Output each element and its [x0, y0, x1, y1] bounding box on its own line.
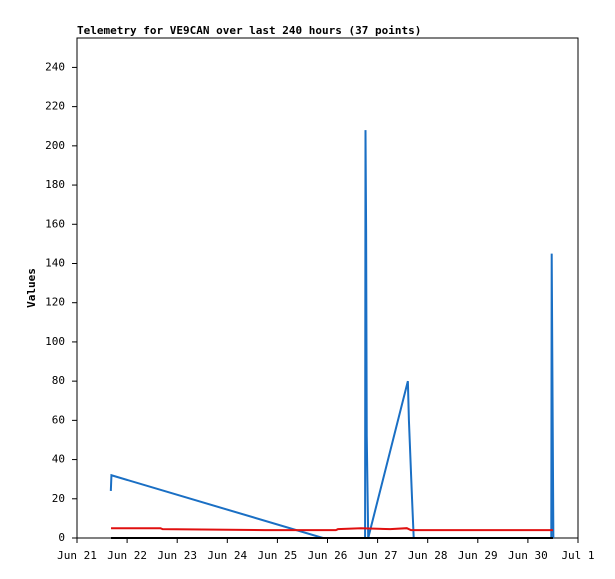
- y-tick-label: 220: [45, 100, 65, 113]
- x-tick-label: Jun 29: [458, 549, 498, 562]
- y-tick-label: 200: [45, 139, 65, 152]
- y-tick-label: 0: [58, 531, 65, 544]
- y-tick-label: 240: [45, 60, 65, 73]
- x-tick-label: Jun 30: [508, 549, 548, 562]
- y-tick-label: 140: [45, 256, 65, 269]
- plot-frame: [76, 37, 579, 539]
- y-tick-label: 40: [52, 453, 65, 466]
- x-tick-label: Jun 21: [57, 549, 97, 562]
- data-line: [111, 527, 553, 532]
- chart-title: Telemetry for VE9CAN over last 240 hours…: [77, 24, 421, 37]
- x-tick-label: Jul 1: [561, 549, 594, 562]
- y-tick-label: 60: [52, 413, 65, 426]
- x-tick-label: Jun 23: [157, 549, 197, 562]
- y-axis-label: Values: [25, 268, 38, 308]
- data-line: [109, 130, 555, 539]
- y-tick-label: 20: [52, 492, 65, 505]
- y-tick-label: 120: [45, 296, 65, 309]
- x-tick-label: Jun 25: [258, 549, 298, 562]
- x-tick-label: Jun 28: [408, 549, 448, 562]
- y-tick-label: 180: [45, 178, 65, 191]
- x-tick-label: Jun 27: [358, 549, 398, 562]
- y-tick-label: 160: [45, 217, 65, 230]
- x-tick-label: Jun 24: [207, 549, 247, 562]
- x-tick-label: Jun 22: [107, 549, 147, 562]
- x-tick-label: Jun 26: [308, 549, 348, 562]
- y-tick-label: 80: [52, 374, 65, 387]
- y-tick-label: 100: [45, 335, 65, 348]
